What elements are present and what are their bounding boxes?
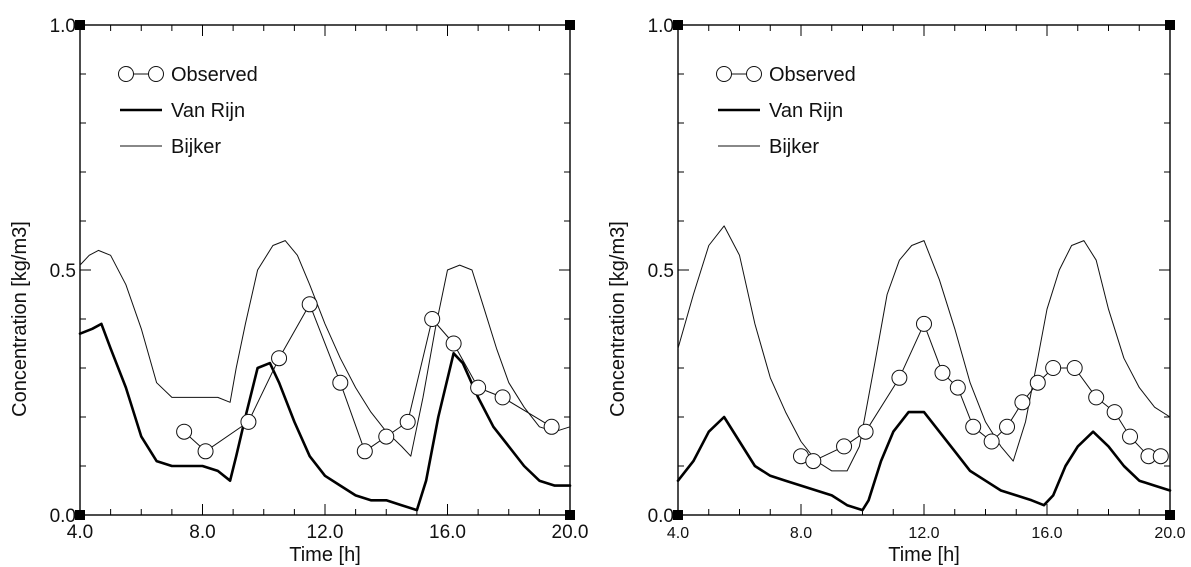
- data-point-observed: [999, 418, 1016, 435]
- data-point-observed: [1106, 404, 1123, 421]
- data-point-observed: [1029, 374, 1046, 391]
- y-tick-label: 0.0: [648, 506, 674, 527]
- x-tick-label: 4.0: [67, 522, 93, 543]
- x-axis-label: Time [h]: [888, 544, 960, 566]
- x-tick-label: 16.0: [429, 522, 466, 543]
- x-tick-label: 8.0: [189, 522, 215, 543]
- series-line-van-rijn: [78, 322, 572, 512]
- legend-label-observed: Observed: [769, 64, 856, 86]
- x-tick-label: 16.0: [1031, 525, 1062, 542]
- series-van-rijn: [676, 410, 1172, 512]
- x-tick-label: 8.0: [790, 525, 812, 542]
- chart-right: 4.0 8.0 12.0 16.0 20.0 0.0 0.5 1.0 Time [h] Conce…: [607, 16, 1186, 566]
- data-point-observed: [949, 379, 966, 396]
- x-tick-label: 12.0: [307, 522, 344, 543]
- data-point-observed: [424, 311, 441, 327]
- data-point-observed: [1066, 360, 1083, 376]
- legend-label-van-rijn: Van Rijn: [769, 100, 843, 122]
- legend-item-van-rijn: Van Rijn: [120, 100, 245, 122]
- y-axis-label: Concentration [kg/m3]: [607, 221, 629, 417]
- y-tick-label: 0.5: [50, 261, 76, 282]
- legend-marker-observed: [716, 66, 732, 82]
- legend-marker-observed: [746, 66, 762, 82]
- data-point-observed: [543, 418, 560, 435]
- legend-label-observed: Observed: [171, 64, 258, 86]
- series-observed: [793, 315, 1169, 470]
- data-point-observed: [470, 379, 487, 396]
- legend-marker-observed: [148, 66, 164, 82]
- x-tick-label: 4.0: [667, 525, 689, 542]
- x-tick-label: 12.0: [908, 525, 939, 542]
- y-tick-label: 1.0: [648, 16, 674, 37]
- data-point-observed: [494, 389, 511, 406]
- series-line-observed: [800, 323, 1162, 462]
- data-point-observed: [965, 418, 982, 435]
- series-van-rijn: [78, 322, 572, 512]
- data-point-observed: [1152, 448, 1169, 465]
- legend-item-observed: Observed: [716, 64, 856, 86]
- data-point-observed: [1014, 394, 1031, 411]
- data-point-observed: [916, 315, 932, 332]
- y-tick-label: 0.5: [648, 261, 674, 282]
- data-point-observed: [1045, 360, 1062, 376]
- y-tick-label: 1.0: [50, 16, 76, 37]
- plot-frame: [79, 24, 571, 516]
- series-bijker: [79, 240, 571, 457]
- data-point-observed: [445, 335, 462, 352]
- legend-label-van-rijn: Van Rijn: [171, 100, 245, 122]
- data-point-observed: [857, 423, 874, 440]
- data-point-observed: [399, 413, 416, 430]
- data-point-observed: [836, 438, 853, 455]
- data-point-observed: [356, 443, 373, 460]
- data-point-observed: [934, 364, 951, 381]
- data-point-observed: [1122, 428, 1139, 445]
- data-point-observed: [176, 423, 193, 440]
- data-point-observed: [301, 296, 318, 313]
- legend-item-bijker: Bijker: [718, 136, 819, 158]
- legend-label-bijker: Bijker: [769, 136, 819, 158]
- legend-marker-observed: [118, 66, 134, 82]
- series-observed: [176, 296, 560, 460]
- data-point-observed: [891, 369, 908, 386]
- data-point-observed: [271, 350, 288, 367]
- data-point-observed: [240, 413, 257, 430]
- data-point-observed: [1088, 389, 1105, 406]
- plot-frame: [677, 24, 1171, 516]
- chart-left: 4.0 8.0 12.0 16.0 20.0 0.0 0.5 1.0 Time [h] Conce…: [9, 16, 588, 566]
- legend-item-bijker: Bijker: [120, 136, 221, 158]
- legend-label-bijker: Bijker: [171, 136, 221, 158]
- series-line-observed: [183, 303, 553, 452]
- x-axis-label: Time [h]: [289, 544, 361, 566]
- series-line-bijker: [79, 240, 571, 457]
- y-tick-label: 0.0: [50, 506, 76, 527]
- data-point-observed: [197, 443, 214, 460]
- data-point-observed: [332, 374, 349, 391]
- legend-item-van-rijn: Van Rijn: [718, 100, 843, 122]
- x-tick-label: 20.0: [552, 522, 589, 543]
- series-bijker: [677, 225, 1171, 472]
- data-point-observed: [805, 453, 822, 470]
- series-line-bijker: [677, 225, 1171, 472]
- data-point-observed: [983, 433, 1000, 450]
- y-axis-label: Concentration [kg/m3]: [9, 221, 31, 417]
- x-tick-label: 20.0: [1154, 525, 1185, 542]
- data-point-observed: [378, 428, 395, 445]
- legend-item-observed: Observed: [118, 64, 258, 86]
- series-line-van-rijn: [676, 410, 1172, 512]
